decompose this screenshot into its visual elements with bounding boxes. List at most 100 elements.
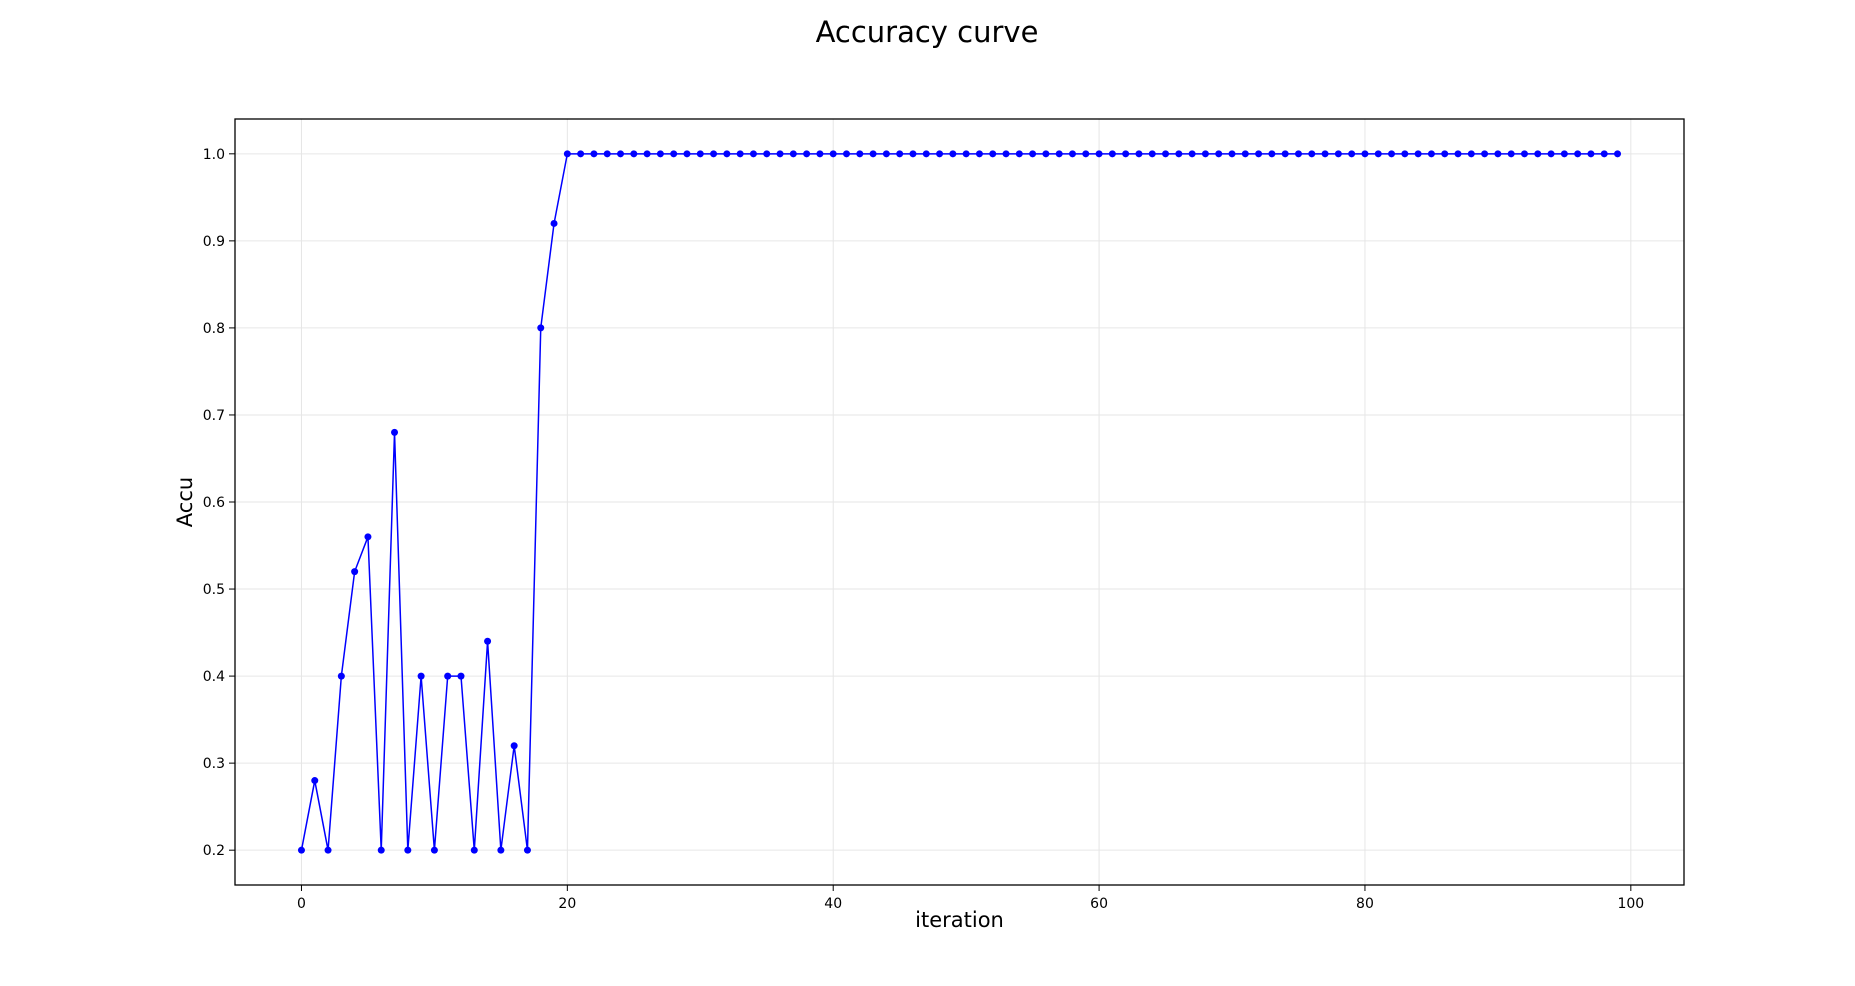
data-point [1215, 150, 1223, 158]
y-tick-label: 0.4 [203, 669, 225, 685]
data-point [749, 150, 757, 158]
data-point [896, 150, 904, 158]
data-point [1002, 150, 1010, 158]
data-point [975, 150, 983, 158]
data-point [1401, 150, 1409, 158]
y-tick-label: 0.9 [203, 234, 225, 250]
x-tick-label: 60 [1090, 896, 1108, 912]
chart-title: Accuracy curve [816, 15, 1039, 49]
data-point [1281, 150, 1289, 158]
data-point [1361, 150, 1369, 158]
data-point [1055, 150, 1063, 158]
x-tick-label: 40 [824, 896, 842, 912]
data-point [1614, 150, 1622, 158]
data-point [1454, 150, 1462, 158]
data-point [723, 150, 731, 158]
data-point [1188, 150, 1196, 158]
grid [235, 119, 1684, 885]
data-point [643, 150, 651, 158]
data-point [789, 150, 797, 158]
data-point [1241, 150, 1249, 158]
data-point [630, 150, 638, 158]
data-point [364, 533, 372, 541]
data-point [1135, 150, 1143, 158]
data-point [869, 150, 877, 158]
data-point [297, 846, 305, 854]
data-point [1547, 150, 1555, 158]
data-point [736, 150, 744, 158]
data-point [670, 150, 678, 158]
data-point [843, 150, 851, 158]
series-line [300, 153, 1618, 851]
data-point [1082, 150, 1090, 158]
data-point [577, 150, 585, 158]
data-point [1334, 150, 1342, 158]
data-point [1574, 150, 1582, 158]
data-point [1294, 150, 1302, 158]
data-point [1467, 150, 1475, 158]
data-point [1175, 150, 1183, 158]
data-point [936, 150, 944, 158]
data-point [1374, 150, 1382, 158]
data-point [1108, 150, 1116, 158]
data-point [337, 672, 345, 680]
axis-ticks: 0 20 40 60 80 100 0.2 0.3 0.4 0.5 0.6 0.7 0.8 0.9 1.0 [203, 147, 1644, 912]
data-point [1148, 150, 1156, 158]
data-point [311, 777, 319, 785]
data-point [444, 672, 452, 680]
data-point [1414, 150, 1422, 158]
data-point [882, 150, 890, 158]
data-point [497, 846, 505, 854]
data-point [776, 150, 784, 158]
data-point [324, 846, 332, 854]
data-point [510, 742, 518, 750]
data-point [1600, 150, 1608, 158]
data-point [391, 428, 399, 436]
y-tick-label: 0.5 [203, 582, 225, 598]
y-tick-label: 0.6 [203, 495, 225, 511]
data-point [1348, 150, 1356, 158]
y-tick-label: 0.3 [203, 756, 225, 772]
data-point [683, 150, 691, 158]
data-point [417, 672, 425, 680]
data-point [989, 150, 997, 158]
data-point [1507, 150, 1515, 158]
x-tick-label: 80 [1356, 896, 1374, 912]
data-point [1481, 150, 1489, 158]
data-point [1427, 150, 1435, 158]
data-point [1042, 150, 1050, 158]
data-point [351, 568, 359, 576]
data-point [523, 846, 531, 854]
data-point [1068, 150, 1076, 158]
data-point [1494, 150, 1502, 158]
data-point [563, 150, 571, 158]
data-point [803, 150, 811, 158]
data-point [962, 150, 970, 158]
data-point [404, 846, 412, 854]
data-point [590, 150, 598, 158]
data-point [656, 150, 664, 158]
data-point [1388, 150, 1396, 158]
data-point [484, 637, 492, 645]
data-point [1520, 150, 1528, 158]
data-point [1560, 150, 1568, 158]
data-point [856, 150, 864, 158]
data-point [550, 219, 558, 227]
y-axis-label: Accu [173, 477, 197, 527]
data-point [949, 150, 957, 158]
data-point [1162, 150, 1170, 158]
data-point [909, 150, 917, 158]
data-point [470, 846, 478, 854]
series-accuracy [297, 150, 1622, 854]
data-point [1015, 150, 1023, 158]
data-point [1122, 150, 1130, 158]
data-point [816, 150, 824, 158]
data-point [603, 150, 611, 158]
x-tick-label: 100 [1617, 896, 1644, 912]
data-point [1255, 150, 1263, 158]
data-point [1587, 150, 1595, 158]
data-point [1228, 150, 1236, 158]
data-point [922, 150, 930, 158]
